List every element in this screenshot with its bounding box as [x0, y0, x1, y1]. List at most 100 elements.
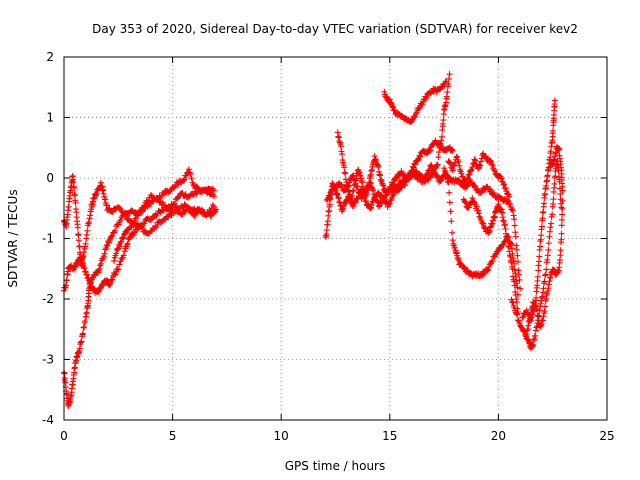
data-point	[417, 153, 424, 160]
data-point	[558, 222, 565, 229]
x-tick-label: 25	[599, 429, 614, 443]
data-point	[469, 164, 476, 171]
data-point	[97, 285, 104, 292]
data-point	[484, 267, 491, 274]
data-point	[72, 199, 79, 206]
data-point	[96, 265, 103, 272]
data-point	[344, 183, 351, 190]
data-point	[511, 304, 518, 311]
data-point	[449, 229, 456, 236]
data-point	[175, 181, 182, 188]
data-point	[200, 208, 207, 215]
data-point	[186, 169, 193, 176]
data-point	[113, 246, 120, 253]
data-point	[498, 175, 505, 182]
data-point	[187, 170, 194, 177]
data-point	[328, 191, 335, 198]
data-point	[499, 242, 506, 249]
data-point	[210, 187, 217, 194]
y-tick-label: -2	[42, 292, 54, 306]
data-point	[101, 250, 108, 257]
data-point	[513, 246, 520, 253]
data-point	[337, 143, 344, 150]
data-point	[368, 184, 375, 191]
data-point	[511, 282, 518, 289]
data-point	[324, 218, 331, 225]
data-point	[467, 167, 474, 174]
data-point	[350, 172, 357, 179]
data-point	[463, 179, 470, 186]
data-point	[108, 232, 115, 239]
data-point	[190, 181, 197, 188]
data-point	[533, 306, 540, 313]
data-point	[147, 216, 154, 223]
data-point	[130, 221, 137, 228]
plot-frame	[63, 56, 608, 421]
data-point	[448, 218, 455, 225]
data-point	[514, 311, 521, 318]
data-point	[416, 152, 423, 159]
data-point	[381, 195, 388, 202]
data-point	[188, 175, 195, 182]
data-point	[551, 180, 558, 187]
data-point	[390, 180, 397, 187]
data-point	[513, 310, 520, 317]
data-point	[508, 245, 515, 252]
data-point	[76, 243, 83, 250]
data-point	[491, 166, 498, 173]
data-point	[104, 242, 111, 249]
data-point	[504, 197, 511, 204]
data-point	[367, 180, 374, 187]
data-point	[367, 205, 374, 212]
data-point	[396, 171, 403, 178]
y-tick-label: 2	[46, 50, 54, 64]
data-point	[535, 267, 542, 274]
data-point	[438, 177, 445, 184]
data-point	[116, 261, 123, 268]
data-point	[440, 117, 447, 124]
data-point	[71, 185, 78, 192]
data-point	[477, 162, 484, 169]
data-point	[542, 303, 549, 310]
data-point	[457, 260, 464, 267]
data-point	[549, 211, 556, 218]
data-point	[543, 266, 550, 273]
data-point	[97, 260, 104, 267]
y-tick-label: 1	[46, 111, 54, 125]
data-point	[118, 255, 125, 262]
data-point	[382, 193, 389, 200]
data-point	[511, 222, 518, 229]
data-point	[420, 177, 427, 184]
data-point	[160, 191, 167, 198]
data-point	[455, 158, 462, 165]
data-point	[538, 232, 545, 239]
data-point	[478, 217, 485, 224]
data-point	[154, 195, 161, 202]
data-point	[559, 187, 566, 194]
data-point	[97, 262, 104, 269]
data-point	[504, 190, 511, 197]
x-tick-label: 5	[169, 429, 177, 443]
data-point	[509, 299, 516, 306]
data-point	[375, 203, 382, 210]
data-point	[147, 200, 154, 207]
data-point	[557, 247, 564, 254]
data-point	[551, 97, 558, 104]
data-point	[122, 211, 129, 218]
data-point	[520, 314, 527, 321]
data-point	[538, 223, 545, 230]
data-point	[438, 133, 445, 140]
data-point	[351, 176, 358, 183]
data-point	[109, 208, 116, 215]
data-point	[153, 224, 160, 231]
data-point	[369, 198, 376, 205]
data-point	[115, 266, 122, 273]
data-point	[415, 156, 422, 163]
data-point	[424, 170, 431, 177]
data-point	[544, 252, 551, 259]
data-point	[522, 332, 529, 339]
data-point	[449, 167, 456, 174]
data-point	[436, 149, 443, 156]
data-point	[454, 153, 461, 160]
